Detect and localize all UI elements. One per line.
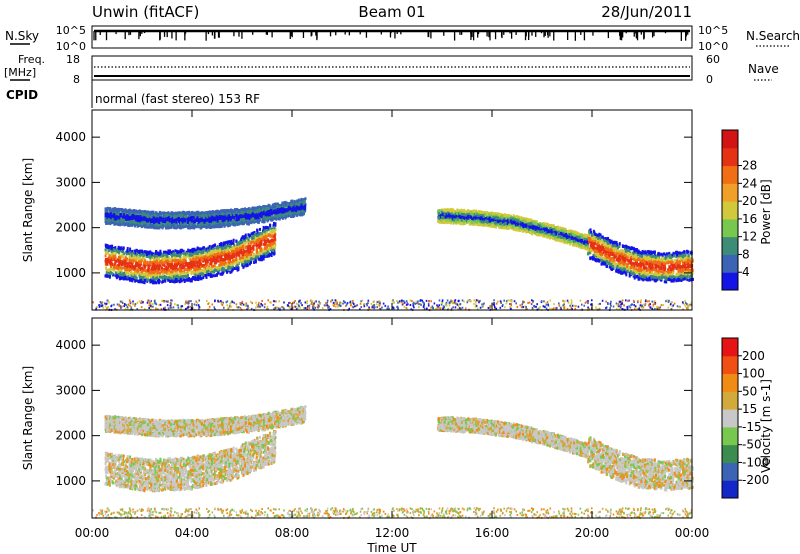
velocity-colorbar-segment <box>722 426 738 446</box>
velocity-colorbar: 200 100 50 15 -15 -50 -100 -200 <box>721 337 769 499</box>
velocity-colorbar-segment <box>722 462 738 481</box>
power-panel: 1000 2000 3000 4000 Slant Range [km] 4 8 12 16… <box>21 109 773 312</box>
power-colorbar-tick: 28 <box>742 159 757 173</box>
power-colorbar-segment <box>722 165 738 184</box>
freq-label-line2: [MHz] <box>4 66 36 79</box>
velocity-colorbar-segment <box>722 480 738 499</box>
power-colorbar-tick: 8 <box>742 247 750 261</box>
velocity-colorbar-segment <box>722 444 738 463</box>
power-colorbar-segment <box>722 201 738 220</box>
velocity-colorbar-segment <box>722 409 738 428</box>
time-tick-label: 12:00 <box>375 526 410 540</box>
velocity-y-axis: 1000 2000 3000 4000 <box>55 338 692 488</box>
time-tick-label: 20:00 <box>575 526 610 540</box>
date-title: 28/Jun/2011 <box>601 3 692 21</box>
time-tick-label: 00:00 <box>75 526 110 540</box>
power-ytick-label: 2000 <box>55 221 86 235</box>
velocity-colorbar-tick: -50 <box>742 438 762 452</box>
power-colorbar-tick: 20 <box>742 194 757 208</box>
velocity-ytick-label: 3000 <box>55 383 86 397</box>
mode-text: normal (fast stereo) 153 RF <box>95 92 260 106</box>
nsky-right-bottom-tick: 10^0 <box>698 40 728 53</box>
velocity-ytick-label: 1000 <box>55 474 86 488</box>
velocity-colorbar-tick: 15 <box>742 402 757 416</box>
power-colorbar-tick: 12 <box>742 230 757 244</box>
velocity-ylabel: Slant Range [km] <box>21 366 35 470</box>
freq-label-line1: Freq. <box>18 53 45 66</box>
time-tick-label: 04:00 <box>175 526 210 540</box>
time-tick-label: 16:00 <box>475 526 510 540</box>
velocity-colorbar-tick: 50 <box>742 384 757 398</box>
velocity-ytick-label: 4000 <box>55 338 86 352</box>
velocity-colorbar-tick: 200 <box>742 349 765 363</box>
power-colorbar-tick: 16 <box>742 212 757 226</box>
freq-bottom-tick: 8 <box>73 73 80 86</box>
nave-label: Nave <box>748 62 779 76</box>
nsky-panel: N.Sky 10^5 10^0 10^5 10^0 N.Search <box>5 24 800 53</box>
velocity-field <box>92 405 694 520</box>
nsearch-label: N.Search <box>746 29 800 43</box>
time-axis: 00:00 04:00 08:00 12:00 16:00 20:00 00:00 <box>75 110 710 540</box>
nsky-spikes <box>93 31 689 41</box>
nsky-label: N.Sky <box>5 29 39 43</box>
nsky-top-tick: 10^5 <box>56 24 86 37</box>
power-colorbar-segment <box>722 236 738 255</box>
power-colorbar-tick: 4 <box>742 265 750 279</box>
power-colorbar-segment <box>722 218 738 238</box>
velocity-colorbar-tick: -100 <box>742 455 769 469</box>
nsky-right-top-tick: 10^5 <box>698 24 728 37</box>
velocity-colorbar-tick: -15 <box>742 420 762 434</box>
beam-title: Beam 01 <box>358 3 425 21</box>
power-colorbar-segment <box>722 254 738 273</box>
velocity-panel: 1000 2000 3000 4000 Slant Range [km] 200 100… <box>21 110 773 554</box>
power-colorbar-tick: 24 <box>742 176 757 190</box>
cpid-label: CPID <box>6 88 38 102</box>
power-ytick-label: 4000 <box>55 130 86 144</box>
freq-panel: Freq. [MHz] 18 8 60 0 Nave CPID normal (… <box>4 53 779 108</box>
power-colorbar-segment <box>722 183 738 202</box>
freq-right-bottom-tick: 0 <box>706 73 713 86</box>
power-colorbar: 4 8 12 16 20 24 28 <box>721 129 757 291</box>
power-colorbar-segment <box>722 147 738 167</box>
velocity-colorbar-segment <box>722 373 738 392</box>
station-title: Unwin (fitACF) <box>92 3 199 21</box>
velocity-colorbar-segment <box>722 391 738 410</box>
velocity-colorbar-segment <box>722 355 738 375</box>
time-tick-label: 00:00 <box>675 526 710 540</box>
time-tick-label: 08:00 <box>275 526 310 540</box>
power-colorbar-segment <box>722 130 738 149</box>
power-ytick-label: 1000 <box>55 266 86 280</box>
power-ylabel: Slant Range [km] <box>21 158 35 262</box>
power-cbar-label: Power [dB] <box>759 179 773 244</box>
time-axis-label: Time UT <box>366 541 417 554</box>
velocity-colorbar-tick: 100 <box>742 367 765 381</box>
velocity-colorbar-tick: -200 <box>742 473 769 487</box>
velocity-ytick-label: 2000 <box>55 429 86 443</box>
nsky-bottom-tick: 10^0 <box>56 40 86 53</box>
power-ytick-label: 3000 <box>55 175 86 189</box>
power-y-axis: 1000 2000 3000 4000 <box>55 130 692 280</box>
freq-right-top-tick: 60 <box>706 53 720 66</box>
velocity-colorbar-segment <box>722 338 738 357</box>
power-colorbar-segment <box>722 272 738 291</box>
velocity-cbar-label: Velocity [m s-1] <box>759 379 773 473</box>
power-field <box>92 197 694 312</box>
freq-top-tick: 18 <box>66 53 80 66</box>
